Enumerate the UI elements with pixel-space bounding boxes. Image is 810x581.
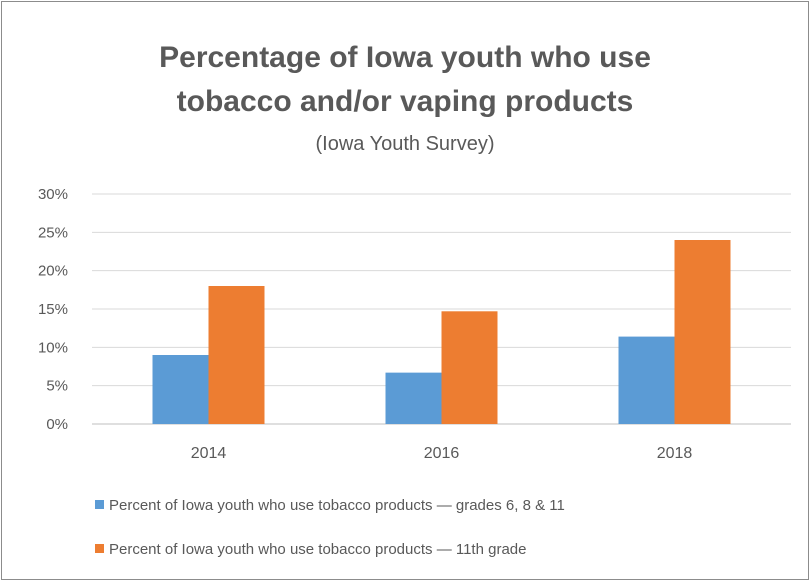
bar-2018-series-1 [618, 336, 675, 424]
bar-2016-series-2 [441, 311, 498, 424]
legend-item-1: Percent of Iowa youth who use tobacco pr… [95, 497, 565, 515]
y-tick-label: 10% [38, 339, 68, 356]
legend-label-1: Percent of Iowa youth who use tobacco pr… [109, 497, 565, 514]
y-tick-label: 15% [38, 301, 68, 318]
legend-item-2: Percent of Iowa youth who use tobacco pr… [95, 541, 526, 559]
legend-swatch-1 [95, 500, 104, 509]
y-tick-label: 0% [46, 416, 68, 433]
x-tick-label: 2018 [657, 445, 693, 462]
y-tick-label: 30% [38, 186, 68, 203]
x-tick-label: 2016 [424, 445, 460, 462]
y-tick-label: 5% [46, 378, 68, 395]
bar-2014-series-1 [152, 355, 209, 424]
bar-2016-series-1 [385, 372, 442, 424]
bar-2014-series-2 [208, 286, 265, 424]
legend-label-2: Percent of Iowa youth who use tobacco pr… [109, 541, 527, 558]
bar-2018-series-2 [674, 240, 731, 424]
chart-title-line1: Percentage of Iowa youth who use [159, 41, 651, 74]
y-tick-label: 20% [38, 263, 68, 280]
x-tick-label: 2014 [191, 445, 227, 462]
y-tick-label: 25% [38, 224, 68, 241]
legend-swatch-2 [95, 544, 104, 553]
chart-subtitle: (Iowa Youth Survey) [315, 133, 495, 155]
chart-title-line2: tobacco and/or vaping products [176, 85, 634, 118]
